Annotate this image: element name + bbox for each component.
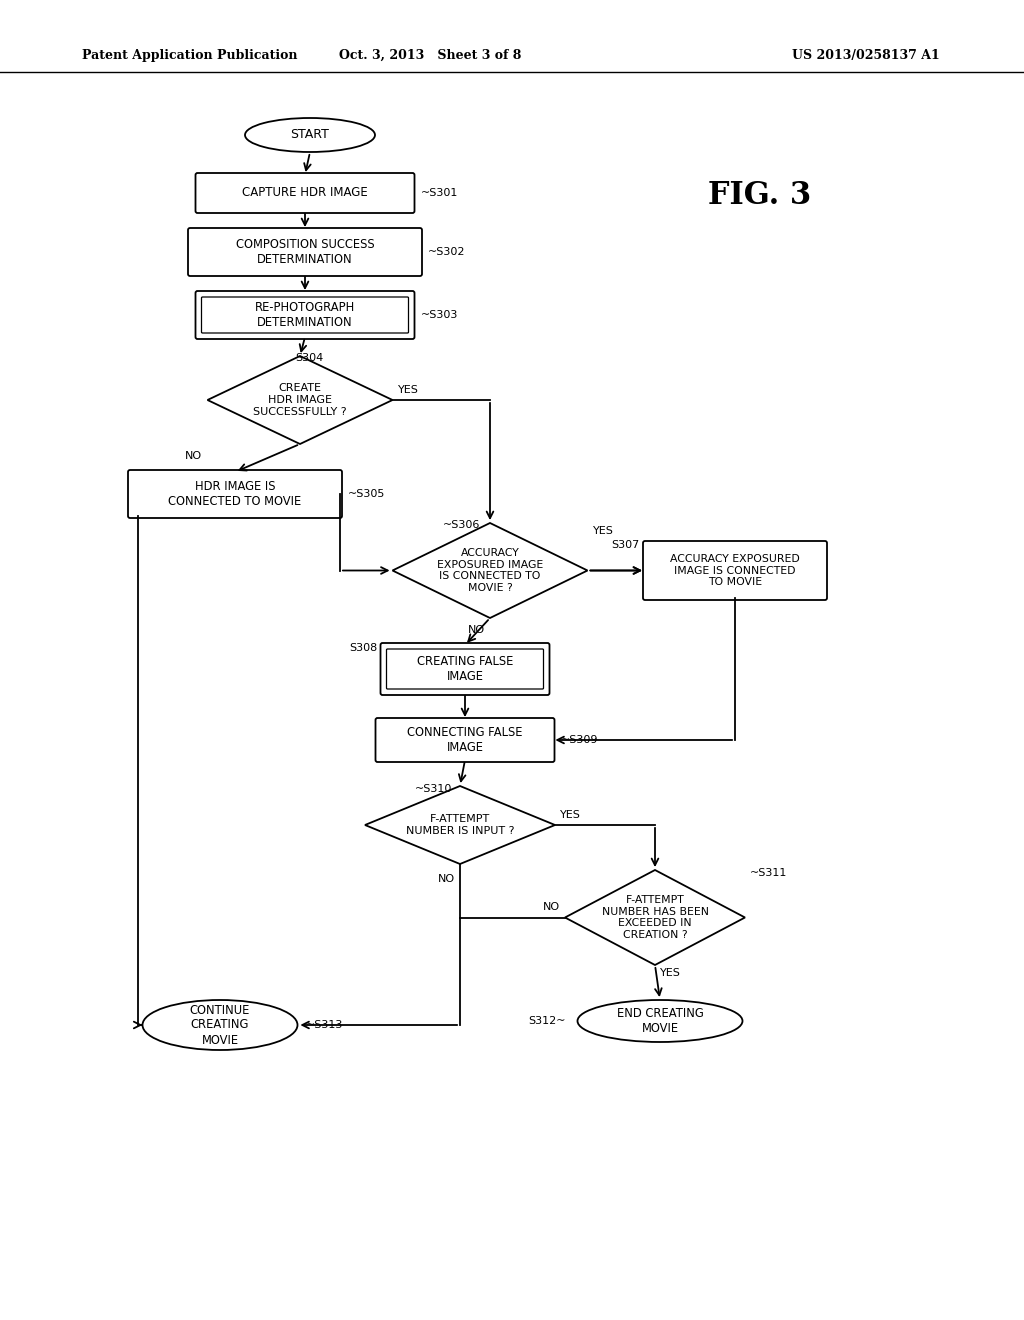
Ellipse shape [142, 1001, 298, 1049]
Text: NO: NO [438, 874, 455, 884]
Text: COMPOSITION SUCCESS
DETERMINATION: COMPOSITION SUCCESS DETERMINATION [236, 238, 375, 267]
Text: ~S301: ~S301 [421, 187, 458, 198]
Text: ~S305: ~S305 [348, 488, 385, 499]
Text: ACCURACY EXPOSURED
IMAGE IS CONNECTED
TO MOVIE: ACCURACY EXPOSURED IMAGE IS CONNECTED TO… [670, 554, 800, 587]
Text: S307: S307 [611, 540, 640, 550]
Text: ~S309: ~S309 [560, 735, 598, 744]
Text: START: START [291, 128, 330, 141]
Text: YES: YES [593, 525, 613, 536]
FancyBboxPatch shape [376, 718, 555, 762]
Text: US 2013/0258137 A1: US 2013/0258137 A1 [793, 49, 940, 62]
Polygon shape [392, 523, 588, 618]
Text: ~S313: ~S313 [305, 1020, 343, 1030]
Text: ~S302: ~S302 [428, 247, 466, 257]
Text: CONNECTING FALSE
IMAGE: CONNECTING FALSE IMAGE [408, 726, 522, 754]
FancyBboxPatch shape [196, 290, 415, 339]
Text: CAPTURE HDR IMAGE: CAPTURE HDR IMAGE [242, 186, 368, 199]
Text: S304: S304 [295, 352, 324, 363]
FancyBboxPatch shape [196, 173, 415, 213]
Text: CONTINUE
CREATING
MOVIE: CONTINUE CREATING MOVIE [189, 1003, 250, 1047]
FancyBboxPatch shape [643, 541, 827, 601]
Text: Patent Application Publication: Patent Application Publication [82, 49, 298, 62]
Text: YES: YES [560, 810, 581, 820]
Text: CREATING FALSE
IMAGE: CREATING FALSE IMAGE [417, 655, 513, 682]
FancyBboxPatch shape [381, 643, 550, 696]
Text: HDR IMAGE IS
CONNECTED TO MOVIE: HDR IMAGE IS CONNECTED TO MOVIE [168, 480, 302, 508]
Text: NO: NO [185, 451, 203, 461]
Text: CREATE
HDR IMAGE
SUCCESSFULLY ?: CREATE HDR IMAGE SUCCESSFULLY ? [253, 383, 347, 417]
Text: END CREATING
MOVIE: END CREATING MOVIE [616, 1007, 703, 1035]
Polygon shape [208, 356, 392, 444]
Ellipse shape [245, 117, 375, 152]
Text: YES: YES [397, 385, 419, 395]
Polygon shape [365, 785, 555, 865]
Text: F-ATTEMPT
NUMBER IS INPUT ?: F-ATTEMPT NUMBER IS INPUT ? [406, 814, 514, 836]
Polygon shape [565, 870, 745, 965]
Ellipse shape [578, 1001, 742, 1041]
Text: ~S310: ~S310 [415, 784, 452, 795]
Text: ACCURACY
EXPOSURED IMAGE
IS CONNECTED TO
MOVIE ?: ACCURACY EXPOSURED IMAGE IS CONNECTED TO… [437, 548, 543, 593]
Text: ~S306: ~S306 [442, 520, 480, 531]
Text: Oct. 3, 2013   Sheet 3 of 8: Oct. 3, 2013 Sheet 3 of 8 [339, 49, 521, 62]
Text: ~S303: ~S303 [421, 310, 458, 319]
FancyBboxPatch shape [128, 470, 342, 517]
Text: F-ATTEMPT
NUMBER HAS BEEN
EXCEEDED IN
CREATION ?: F-ATTEMPT NUMBER HAS BEEN EXCEEDED IN CR… [601, 895, 709, 940]
Text: S312~: S312~ [528, 1016, 565, 1026]
Text: NO: NO [543, 903, 560, 912]
Text: RE-PHOTOGRAPH
DETERMINATION: RE-PHOTOGRAPH DETERMINATION [255, 301, 355, 329]
Text: FIG. 3: FIG. 3 [709, 180, 812, 210]
Text: S308: S308 [349, 643, 378, 653]
Text: YES: YES [660, 968, 681, 978]
FancyBboxPatch shape [188, 228, 422, 276]
Text: NO: NO [468, 624, 485, 635]
Text: ~S311: ~S311 [750, 869, 787, 878]
